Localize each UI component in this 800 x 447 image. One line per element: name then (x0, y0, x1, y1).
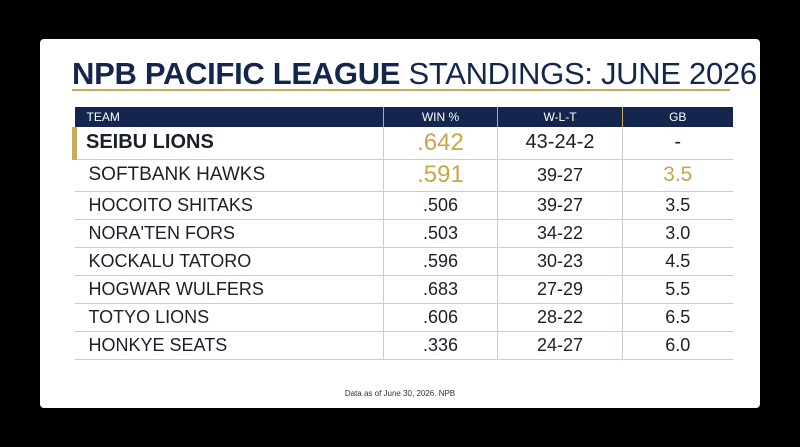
table-row: HONKYE SEATS .336 24-27 6.0 (74, 331, 733, 359)
page-title: NPB PACIFIC LEAGUE STANDINGS: JUNE 2026 (72, 55, 757, 93)
column-header-gb: GB (669, 110, 687, 124)
win-pct-cell: .596 (383, 247, 498, 275)
team-name: HONKYE SEATS (74, 331, 384, 359)
team-name: SOFTBANK HAWKS (74, 159, 384, 191)
standings-card: NPB PACIFIC LEAGUE STANDINGS: JUNE 2026 … (40, 39, 760, 408)
table-row: SOFTBANK HAWKS .591 39-27 3.5 (74, 159, 733, 191)
gb-cell: 3.5 (623, 159, 733, 191)
title-underline (72, 89, 730, 91)
gb-cell: 6.5 (665, 306, 691, 327)
win-pct-cell: .506 (383, 191, 498, 219)
gb-value: 3.5 (663, 163, 693, 186)
win-pct-cell: .336 (383, 331, 498, 359)
title-standings: STANDINGS: JUNE 2026 (408, 56, 757, 91)
wlt-cell: 28-22 (497, 303, 623, 331)
team-name: HOGWAR WULFERS (74, 275, 384, 303)
wlt-cell: 39-27 (497, 159, 623, 191)
team-name: HOCOITO SHITAKS (74, 191, 384, 219)
team-name: KOCKALU TATORO (74, 247, 384, 275)
gb-cell: 3.5 (665, 194, 691, 215)
win-pct-value: .642 (417, 128, 464, 156)
header-row: TEAM WIN % W-L-T GB (74, 107, 733, 127)
wlt-cell: 34-22 (497, 219, 623, 247)
win-pct-cell: .606 (383, 303, 498, 331)
wlt-cell: 43-24-2 (497, 127, 623, 159)
table-row: SEIBU LIONS .642 43-24-2 - (72, 127, 733, 159)
column-header-win-pct: WIN % (383, 107, 498, 127)
gb-cell: 5.5 (665, 278, 691, 299)
table-header: TEAM WIN % W-L-T GB (74, 107, 733, 127)
win-pct-value: .591 (417, 161, 464, 188)
column-header-team: TEAM (74, 107, 384, 127)
win-pct-cell: .683 (383, 275, 498, 303)
column-header-wlt: W-L-T (497, 107, 623, 127)
table-row: TOTYO LIONS .606 28-22 6.5 (74, 303, 733, 331)
win-pct-cell: .503 (383, 219, 498, 247)
table-row: KOCKALU TATORO .596 30-23 4.5 (74, 247, 733, 275)
footnote: Data as of June 30, 2026. NPB (344, 389, 456, 398)
team-name: SEIBU LIONS (72, 127, 384, 159)
wlt-cell: 27-29 (497, 275, 623, 303)
gb-cell: 6.0 (665, 334, 691, 355)
gb-cell: 3.0 (665, 222, 691, 243)
table-row: HOGWAR WULFERS .683 27-29 5.5 (74, 275, 733, 303)
win-pct-cell: .591 (383, 159, 498, 191)
win-pct-cell: .642 (383, 127, 498, 159)
team-name: NORA'TEN FORS (74, 219, 384, 247)
wlt-cell: 39-27 (497, 191, 623, 219)
gb-cell: 4.5 (665, 250, 691, 271)
team-name: TOTYO LIONS (74, 303, 384, 331)
table-row: NORA'TEN FORS .503 34-22 3.0 (74, 219, 733, 247)
gb-cell: - (674, 131, 682, 154)
wlt-cell: 24-27 (497, 331, 623, 359)
table-row: HOCOITO SHITAKS .506 39-27 3.5 (74, 191, 733, 219)
title-league: NPB PACIFIC LEAGUE (72, 56, 401, 91)
standings-table: TEAM WIN % W-L-T GB SEIBU LIONS .642 43-… (72, 107, 733, 360)
wlt-cell: 30-23 (497, 247, 623, 275)
